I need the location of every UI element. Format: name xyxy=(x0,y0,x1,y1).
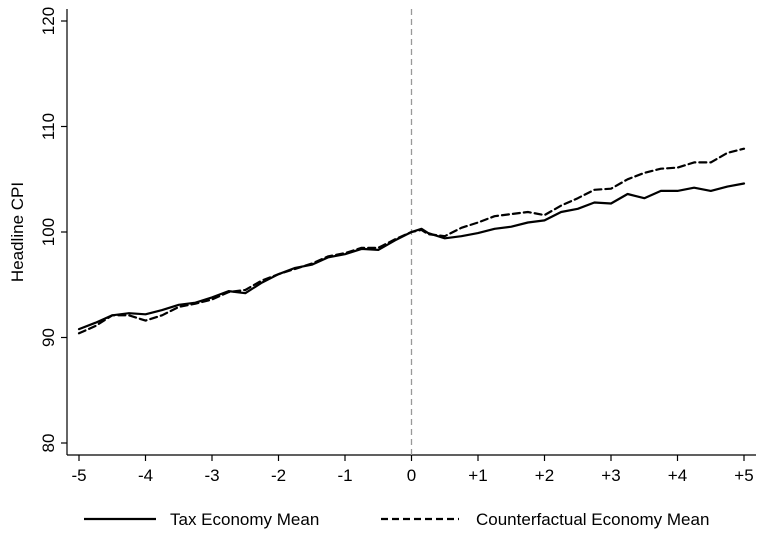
legend: Tax Economy Mean Counterfactual Economy … xyxy=(84,510,709,529)
x-tick-label: 0 xyxy=(407,466,416,485)
x-tick-label: +5 xyxy=(734,466,753,485)
x-tick-label: +3 xyxy=(601,466,620,485)
legend-label-tax-economy-mean: Tax Economy Mean xyxy=(170,510,319,529)
x-tick-label: -4 xyxy=(138,466,153,485)
legend-label-counterfactual-economy-mean: Counterfactual Economy Mean xyxy=(476,510,709,529)
x-tick-label: +2 xyxy=(535,466,554,485)
x-tick-label: -3 xyxy=(204,466,219,485)
x-tick-label: -2 xyxy=(271,466,286,485)
y-tick-label: 90 xyxy=(39,328,58,347)
y-tick-label: 80 xyxy=(39,434,58,453)
y-tick-label: 110 xyxy=(39,113,58,140)
axes: -5 -4 -3 -2 -1 0 +1 +2 +3 +4 +5 80 90 100 110 120 xyxy=(39,7,756,485)
series-group xyxy=(77,147,746,335)
x-tick-label: +1 xyxy=(468,466,487,485)
y-tick-label: 100 xyxy=(39,218,58,246)
x-tick-label: +4 xyxy=(668,466,687,485)
y-axis-title: Headline CPI xyxy=(8,182,27,282)
x-tick-label: -5 xyxy=(71,466,86,485)
series-line-counterfactual-economy-mean xyxy=(77,147,746,335)
y-tick-label: 120 xyxy=(39,7,58,35)
series-line-tax-economy-mean xyxy=(77,182,746,331)
x-tick-label: -1 xyxy=(337,466,352,485)
